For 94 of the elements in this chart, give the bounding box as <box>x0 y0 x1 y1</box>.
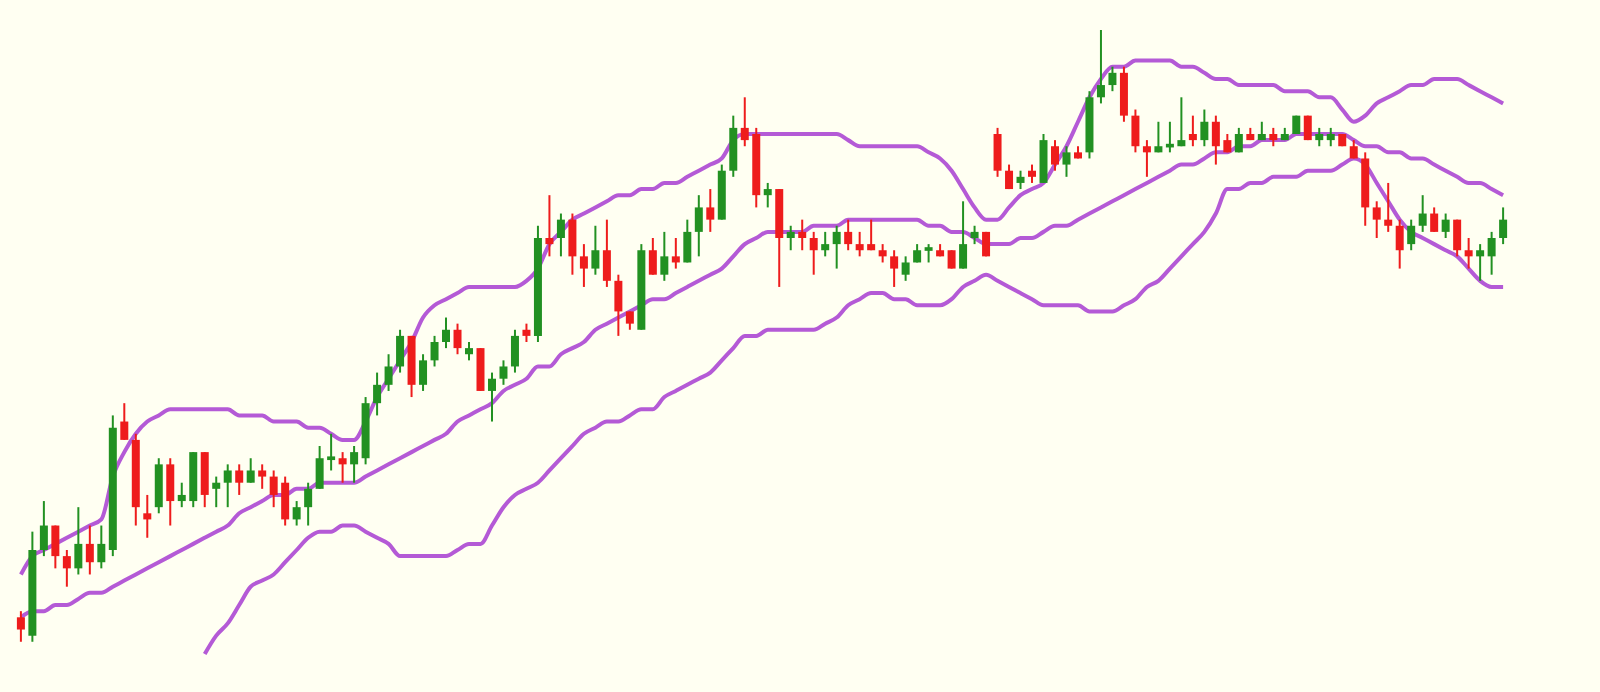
candlestick <box>1441 212 1450 239</box>
candlestick <box>545 194 554 258</box>
candlestick <box>1326 126 1335 148</box>
candlestick <box>442 316 451 350</box>
candlestick <box>120 402 129 441</box>
candlestick <box>465 341 473 362</box>
candlestick <box>729 114 738 178</box>
candlestick <box>338 451 347 484</box>
candlestick <box>1154 120 1163 154</box>
candlestick <box>844 218 853 252</box>
candlestick <box>246 457 255 484</box>
candlestick <box>1315 126 1324 148</box>
candlestick <box>1062 145 1071 178</box>
candlestick <box>373 371 382 417</box>
candlestick <box>200 451 209 509</box>
candlestick <box>1476 243 1485 282</box>
candlestick <box>568 212 577 276</box>
candlestick <box>602 218 611 288</box>
candlestick <box>660 230 669 282</box>
candlestick <box>1039 133 1048 184</box>
candlestick <box>1430 206 1439 233</box>
candlestick <box>1096 29 1105 105</box>
candlestick <box>304 481 313 527</box>
candlestick <box>1119 65 1128 123</box>
candlestick <box>1487 230 1496 276</box>
candlestick <box>1234 126 1243 154</box>
candlestick <box>499 359 508 386</box>
candlestick <box>430 334 439 368</box>
candlestick <box>258 463 267 490</box>
candlestick <box>993 126 1002 178</box>
candlestick <box>453 322 462 356</box>
candlestick <box>798 218 807 252</box>
candlestick <box>809 230 818 276</box>
candlestick <box>384 353 393 392</box>
candlestick <box>556 212 565 258</box>
candlestick <box>579 243 588 288</box>
candlestick <box>1028 163 1037 184</box>
candlestick <box>625 310 634 331</box>
candlestick <box>85 524 94 576</box>
candlestick <box>419 353 428 392</box>
candlestick <box>212 475 221 509</box>
candlestick <box>1418 194 1427 233</box>
candlestick <box>235 463 244 496</box>
candlestick <box>924 243 933 264</box>
candlestick <box>901 255 910 282</box>
candlestick <box>1499 206 1508 246</box>
candlestick <box>510 328 519 374</box>
candlestick <box>1016 169 1025 191</box>
candlestick <box>74 506 83 576</box>
candlestick <box>1464 237 1473 270</box>
candlestick <box>970 224 979 246</box>
candlestick <box>878 243 887 264</box>
candlestick <box>821 230 830 258</box>
candlestick <box>166 457 175 527</box>
candlestick <box>1269 126 1278 148</box>
candlestick <box>947 249 956 270</box>
candlestick <box>1372 200 1381 239</box>
candlestick <box>143 493 152 539</box>
candlestick <box>648 237 657 276</box>
candlestick <box>671 237 680 270</box>
candlestick <box>522 322 531 343</box>
candlestick <box>350 445 359 484</box>
candlestick <box>487 371 496 423</box>
candlestick <box>683 218 692 264</box>
candlestick <box>1407 218 1416 252</box>
candlestick <box>16 610 25 643</box>
candlestick <box>591 224 600 276</box>
candlestick <box>706 188 715 233</box>
candlestick <box>1005 163 1014 191</box>
candlestick <box>1453 218 1462 258</box>
candlestick <box>97 524 106 570</box>
candlestick <box>396 328 405 374</box>
candlestick <box>1200 108 1209 148</box>
candlestick <box>959 200 968 270</box>
candlestick <box>154 457 163 515</box>
candlestick <box>1131 108 1140 154</box>
candlestick <box>1108 65 1117 93</box>
candlestick <box>694 194 703 258</box>
candlestick <box>1395 218 1404 270</box>
candlestick <box>763 181 772 209</box>
candlestick <box>890 249 899 288</box>
candlestick <box>1051 139 1059 172</box>
candlestick <box>39 500 48 558</box>
candlestick <box>1188 114 1197 148</box>
candlestick <box>614 273 623 337</box>
candlestick <box>292 500 301 527</box>
candlestick <box>223 463 232 509</box>
candlestick <box>62 549 71 588</box>
candlestick <box>51 524 60 570</box>
candlestick <box>1142 139 1151 178</box>
candlestick <box>786 224 795 252</box>
candlestick <box>1384 181 1393 233</box>
candlestick <box>832 224 841 270</box>
candlestick <box>476 347 485 392</box>
